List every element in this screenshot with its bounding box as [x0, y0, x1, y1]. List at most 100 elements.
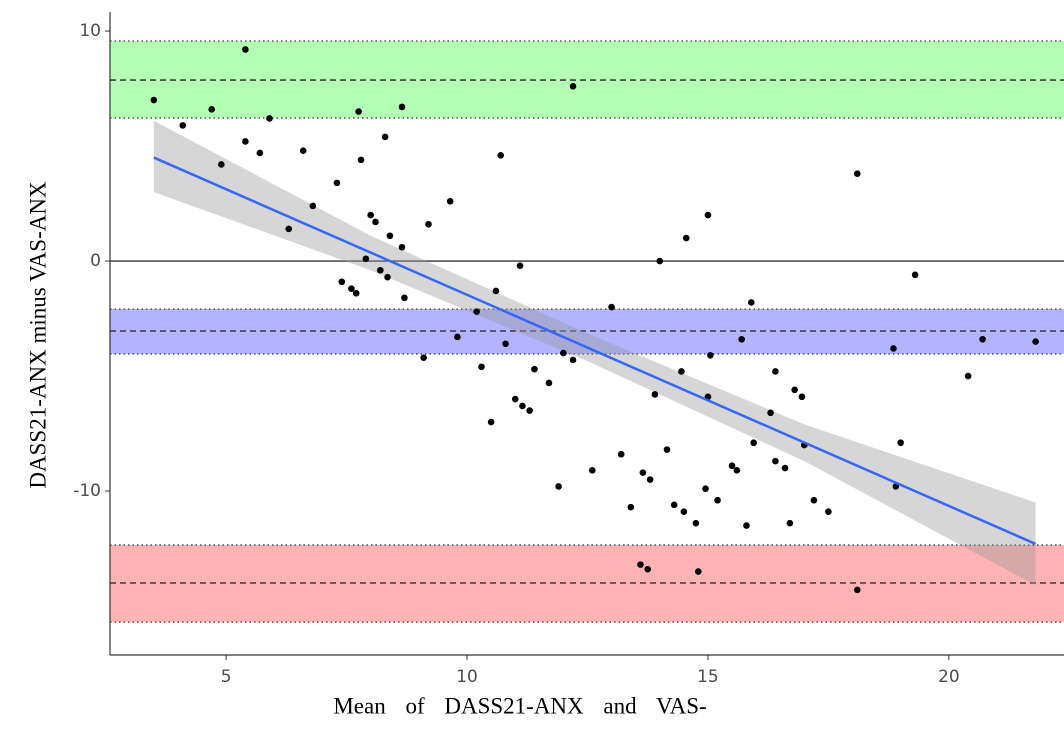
data-point	[692, 519, 700, 527]
data-point	[964, 372, 972, 380]
data-point	[644, 565, 652, 573]
data-point	[333, 179, 341, 187]
x-tick-label: 20	[938, 667, 960, 687]
data-point	[386, 232, 394, 240]
data-point	[589, 467, 596, 474]
data-point	[748, 299, 755, 306]
data-point	[401, 294, 408, 302]
data-point	[781, 464, 789, 472]
data-point	[425, 220, 432, 228]
data-point	[242, 46, 249, 53]
data-point	[714, 496, 721, 504]
data-point	[651, 391, 659, 398]
data-point	[519, 402, 526, 410]
data-point	[695, 568, 702, 575]
data-point	[569, 82, 577, 90]
data-point	[825, 508, 832, 516]
data-point	[242, 138, 249, 145]
data-point	[352, 289, 360, 297]
data-point	[854, 586, 861, 594]
data-point	[670, 501, 678, 509]
data-point	[810, 496, 818, 504]
data-point	[348, 285, 355, 292]
data-point	[772, 368, 779, 375]
x-tick-label: 5	[221, 667, 232, 687]
data-point	[381, 133, 389, 141]
data-point	[617, 450, 625, 458]
y-tick-label: -10	[73, 481, 101, 501]
data-point	[487, 418, 495, 426]
data-point	[680, 508, 688, 516]
confidence-band	[153, 120, 1036, 586]
data-point	[707, 352, 714, 359]
data-point	[473, 308, 480, 315]
data-point	[560, 349, 567, 357]
x-axis-title: Mean of DASS21-ANX and VAS-	[333, 693, 706, 718]
data-point	[637, 561, 644, 568]
data-point	[355, 108, 362, 115]
data-point	[285, 225, 293, 233]
data-point	[890, 345, 897, 352]
data-point	[502, 340, 509, 348]
data-point	[979, 335, 986, 343]
plot-area: 5 10 15 20 -10 0 10	[73, 12, 1064, 687]
data-point	[179, 122, 187, 129]
data-point	[372, 218, 379, 226]
data-point	[492, 287, 500, 295]
data-point	[656, 257, 664, 265]
data-point	[420, 354, 427, 361]
data-point	[299, 147, 307, 154]
data-point	[750, 439, 758, 447]
data-point	[627, 503, 635, 511]
data-point	[478, 363, 485, 371]
data-point	[338, 278, 346, 286]
data-point	[208, 105, 215, 113]
data-point	[682, 234, 690, 242]
data-point	[639, 469, 647, 476]
regression-line	[153, 156, 1037, 546]
x-tick-label: 15	[697, 667, 719, 687]
data-point	[608, 303, 615, 311]
data-point	[384, 273, 391, 281]
data-point	[704, 211, 712, 219]
data-point	[555, 483, 562, 490]
data-point	[738, 335, 745, 343]
y-axis-title: DASS21-ANX minus VAS-ANX	[25, 181, 50, 489]
data-point	[377, 266, 384, 274]
data-point	[531, 365, 538, 373]
data-point	[663, 446, 671, 453]
data-point	[854, 170, 861, 177]
data-point	[256, 149, 264, 157]
data-point	[454, 333, 461, 341]
data-point	[266, 115, 273, 122]
data-point	[398, 103, 406, 111]
data-point	[526, 407, 533, 414]
data-point	[678, 368, 685, 375]
data-point	[367, 211, 374, 219]
data-point	[446, 197, 454, 205]
x-tick-label: 10	[456, 667, 478, 687]
data-point	[767, 409, 774, 417]
data-point	[309, 202, 317, 210]
y-tick-label: 0	[90, 251, 101, 271]
data-point	[357, 156, 365, 164]
data-point	[733, 467, 741, 474]
data-point	[497, 151, 505, 159]
data-point	[798, 393, 806, 401]
data-point	[1032, 338, 1039, 345]
data-point	[702, 485, 709, 493]
data-point	[743, 522, 750, 529]
data-point	[150, 96, 158, 104]
y-tick-label: 10	[79, 21, 101, 41]
data-point	[398, 243, 406, 251]
data-point	[362, 255, 370, 263]
data-point	[786, 519, 794, 527]
data-point	[545, 379, 553, 387]
data-point	[728, 462, 736, 470]
data-point	[772, 457, 779, 465]
data-point	[791, 386, 798, 394]
data-point	[911, 271, 919, 279]
data-point	[646, 476, 654, 483]
data-point	[516, 262, 524, 269]
